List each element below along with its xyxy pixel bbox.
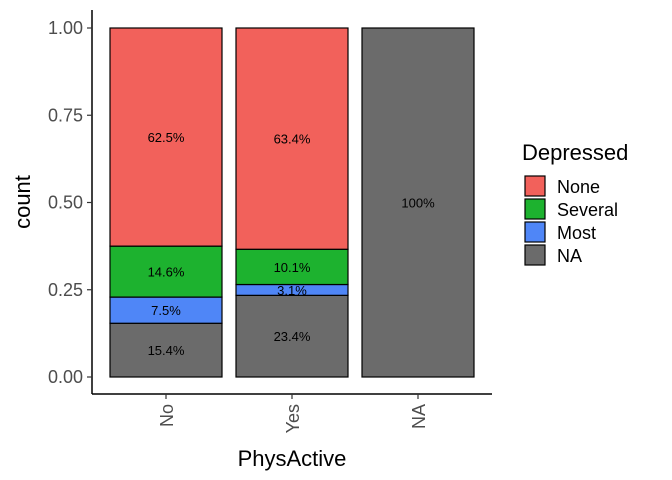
legend-label-na: NA [557, 246, 582, 266]
y-axis-ticks: 0.00 0.25 0.50 0.75 1.00 [48, 18, 92, 387]
legend-swatch-na [524, 244, 546, 266]
bar-yes-none [235, 27, 349, 250]
x-axis-ticks: No Yes NA [157, 394, 429, 433]
data-label-no-none: 62.5% [148, 130, 185, 145]
legend-swatch-none [524, 175, 546, 197]
legend-swatch-most [524, 221, 546, 243]
y-tick-label: 0.00 [48, 367, 83, 387]
legend-title: Depressed [522, 140, 628, 165]
bar-no-most [109, 296, 223, 324]
bar-na-na [361, 27, 475, 378]
bar-no-na [109, 322, 223, 378]
data-label-yes-none: 63.4% [274, 132, 311, 147]
x-tick-label-no: No [157, 404, 177, 427]
bar-yes-na [235, 294, 349, 378]
data-label-no-most: 7.5% [151, 303, 181, 318]
data-label-na-na: 100% [401, 196, 435, 211]
data-label-no-na: 15.4% [148, 343, 185, 358]
bar-no-none [109, 27, 223, 247]
y-tick-label: 0.25 [48, 280, 83, 300]
y-tick-label: 0.75 [48, 105, 83, 125]
legend: Depressed None Several Most NA [522, 140, 628, 266]
x-tick-label-na: NA [409, 404, 429, 429]
data-labels-layer: 15.4% 7.5% 14.6% 62.5% 23.4% 3.1% 10.1% 63.4% 10… [148, 130, 436, 358]
y-tick-label: 0.50 [48, 193, 83, 213]
x-axis-title: PhysActive [238, 446, 347, 471]
legend-label-none: None [557, 177, 600, 197]
bars-layer [109, 27, 475, 378]
bar-yes-several [235, 248, 349, 286]
legend-swatch-several [524, 198, 546, 220]
x-tick-label-yes: Yes [283, 404, 303, 433]
legend-label-most: Most [557, 223, 596, 243]
data-label-yes-several: 10.1% [274, 260, 311, 275]
legend-label-several: Several [557, 200, 618, 220]
y-tick-label: 1.00 [48, 18, 83, 38]
data-label-yes-na: 23.4% [274, 329, 311, 344]
data-label-no-several: 14.6% [148, 265, 185, 280]
y-axis-title: count [10, 175, 35, 229]
data-label-yes-most: 3.1% [277, 283, 307, 298]
